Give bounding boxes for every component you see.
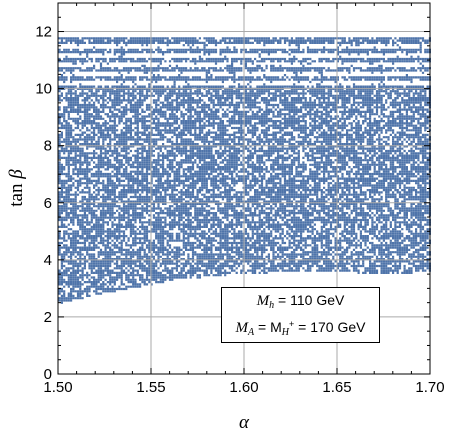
y-tick-labels: 0 2 4 6 8 10 12 xyxy=(35,24,52,383)
y-tick-label: 0 xyxy=(44,366,52,383)
y-tick-label: 10 xyxy=(35,81,52,98)
axis-ticks xyxy=(57,2,431,375)
x-tick-label: 1.50 xyxy=(43,379,72,396)
ma-annotation: MA = MH+ = 170 GeV xyxy=(235,319,366,338)
y-tick-label: 2 xyxy=(44,309,52,326)
mh-annotation: Mh = 110 GeV xyxy=(256,292,345,311)
y-axis-label: tan β xyxy=(6,169,27,207)
y-tick-label: 6 xyxy=(44,195,52,212)
x-tick-labels: 1.50 1.55 1.60 1.65 1.70 xyxy=(43,379,444,396)
x-tick-label: 1.60 xyxy=(229,379,258,396)
scatter-points xyxy=(58,37,431,304)
parameter-legend-box: Mh = 110 GeV MA = MH+ = 170 GeV xyxy=(221,287,380,343)
scatter-point xyxy=(58,37,431,304)
x-axis-label: α xyxy=(239,412,250,433)
x-tick-label: 1.65 xyxy=(322,379,351,396)
y-tick-label: 4 xyxy=(44,252,52,269)
x-tick-label: 1.55 xyxy=(136,379,165,396)
y-tick-label: 8 xyxy=(44,138,52,155)
x-tick-label: 1.70 xyxy=(415,379,444,396)
y-tick-label: 12 xyxy=(35,24,52,41)
